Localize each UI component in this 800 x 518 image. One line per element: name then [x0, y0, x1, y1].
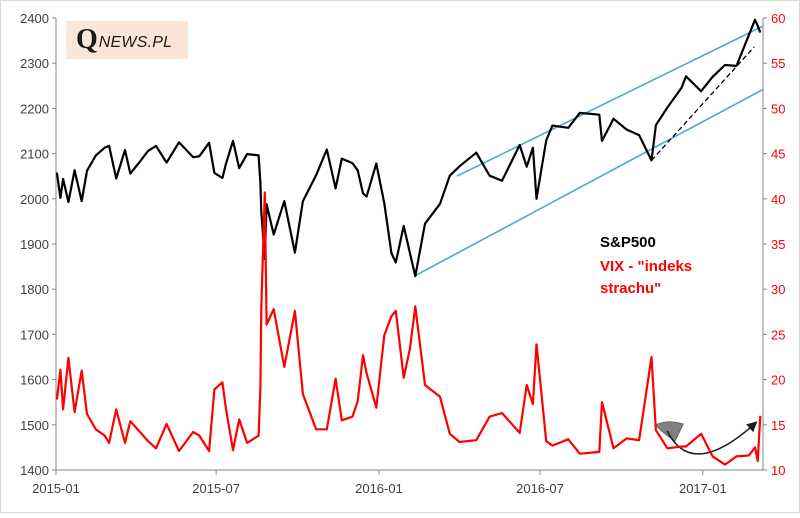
x-tick-label: 2016-01 [355, 481, 403, 496]
lower-channel-line [415, 89, 763, 275]
y-right-tick-label: 30 [771, 282, 785, 297]
x-tick-label: 2017-01 [679, 481, 727, 496]
y-left-tick-label: 2100 [20, 147, 49, 162]
y-left-tick-label: 2000 [20, 192, 49, 207]
y-left-tick-label: 1900 [20, 237, 49, 252]
y-right-tick-label: 10 [771, 463, 785, 478]
logo-text: NEWS.PL [99, 34, 172, 52]
x-tick-label: 2015-01 [32, 481, 80, 496]
logo-initial: Q [76, 26, 98, 54]
y-left-tick-label: 2300 [20, 56, 49, 71]
y-left-tick-label: 2200 [20, 101, 49, 116]
annotation-group [415, 26, 763, 454]
y-left-tick-label: 1500 [20, 418, 49, 433]
x-tick-label: 2016-07 [516, 481, 564, 496]
y-right-tick-label: 45 [771, 147, 785, 162]
legend-vix-line2: strachu" [600, 280, 661, 297]
dashed-support-line [652, 47, 755, 160]
y-right-tick-label: 55 [771, 56, 785, 71]
vix-curved-arrow-tail [655, 422, 683, 441]
legend-sp500: S&P500 [600, 234, 656, 251]
y-right-tick-label: 15 [771, 418, 785, 433]
qnews-logo: Q NEWS.PL [66, 21, 188, 59]
y-right-tick-label: 60 [771, 11, 785, 26]
y-left-tick-label: 1400 [20, 463, 49, 478]
y-right-tick-label: 35 [771, 237, 785, 252]
y-right-tick-label: 25 [771, 327, 785, 342]
y-left-tick-label: 1800 [20, 282, 49, 297]
legend-group: S&P500 VIX - "indeks strachu" [600, 234, 692, 297]
y-left-tick-label: 1700 [20, 327, 49, 342]
y-left-tick-label: 1600 [20, 373, 49, 388]
y-left-tick-label: 2400 [20, 11, 49, 26]
legend-vix-line1: VIX - "indeks [600, 258, 692, 275]
y-right-tick-label: 50 [771, 101, 785, 116]
y-right-tick-label: 40 [771, 192, 785, 207]
upper-channel-line [457, 26, 763, 176]
y-right-tick-label: 20 [771, 373, 785, 388]
x-tick-label: 2015-07 [192, 481, 240, 496]
